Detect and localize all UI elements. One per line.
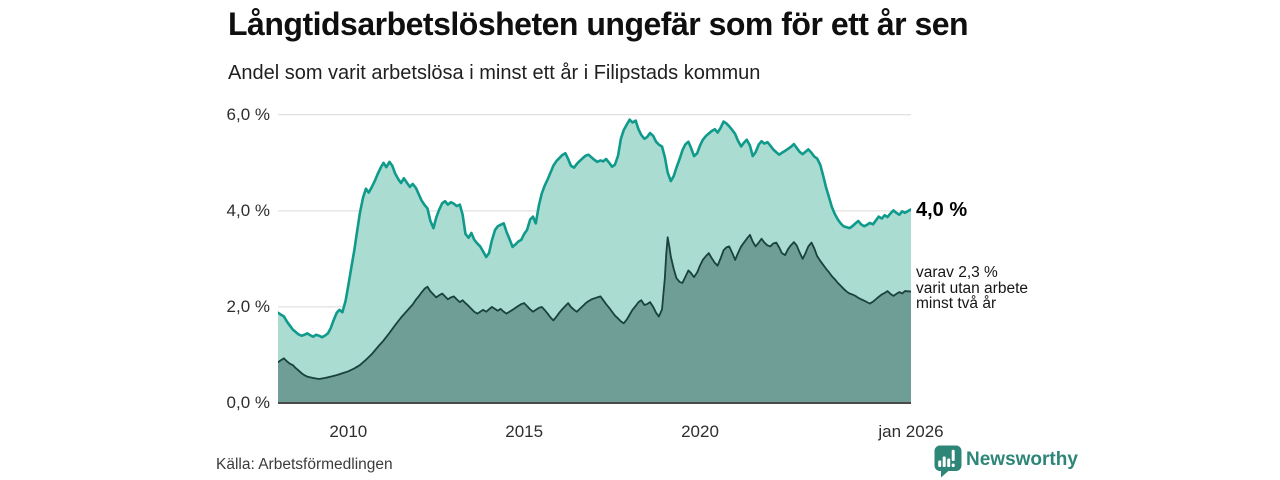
- subset-label-line-3: minst två år: [916, 295, 997, 312]
- x-axis-label: 2010: [329, 422, 368, 441]
- y-axis-label: 2,0 %: [226, 296, 270, 316]
- y-axis-label: 4,0 %: [226, 200, 270, 220]
- end-label-total-value: 4,0 %: [916, 199, 968, 221]
- chart-subtitle: Andel som varit arbetslösa i minst ett å…: [228, 62, 761, 84]
- y-axis-label: 0,0 %: [226, 393, 270, 412]
- y-axis-label: 6,0 %: [226, 104, 270, 124]
- x-axis-label: 2020: [681, 422, 719, 441]
- source-note: Källa: Arbetsförmedlingen: [216, 456, 393, 473]
- series-area-2: [278, 234, 911, 403]
- subset-label-line-1: varav 2,3 %: [916, 264, 998, 281]
- plot-area: [276, 110, 913, 406]
- newsworthy-logo-icon: [934, 445, 962, 478]
- area-chart-svg: [276, 114, 913, 404]
- end-label-subset: varav 2,3 % varit utan arbete minst två …: [916, 265, 1028, 312]
- x-axis-label: jan 2026: [878, 422, 944, 441]
- page-title: Långtidsarbetslösheten ungefär som för e…: [228, 6, 969, 42]
- x-axis-label: 2015: [505, 422, 544, 441]
- series-line-1: [276, 118, 913, 339]
- brand-name: Newsworthy: [966, 449, 1078, 470]
- subset-label-line-2: varit utan arbete: [916, 279, 1029, 297]
- series-line-2: [277, 233, 912, 380]
